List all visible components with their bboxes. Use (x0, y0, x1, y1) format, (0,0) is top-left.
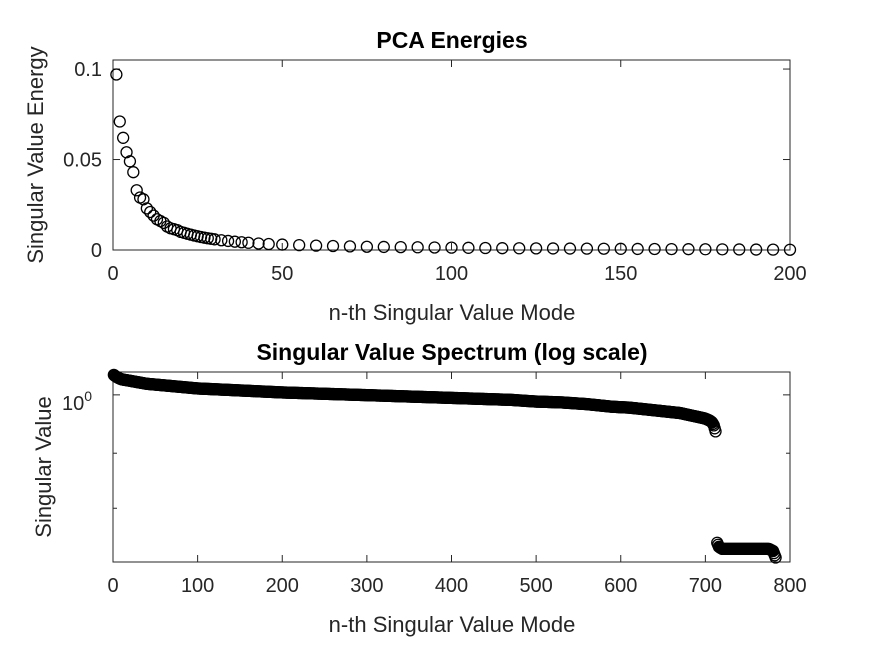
data-point (708, 422, 721, 435)
x-tick-label: 100 (435, 263, 468, 285)
y-tick-label: 0.1 (74, 59, 102, 81)
data-point (479, 241, 492, 255)
x-tick-label: 700 (689, 575, 722, 597)
data-point (140, 202, 154, 215)
data-point (699, 243, 712, 256)
data-point (276, 238, 289, 251)
data-point (309, 239, 323, 252)
data-point (445, 241, 458, 254)
chart-title: PCA Energies (376, 27, 527, 53)
data-point (766, 243, 780, 256)
data-point (529, 242, 543, 255)
data-point (513, 242, 526, 255)
y-axis: 100 (62, 388, 790, 509)
x-tick-label: 0 (107, 263, 118, 285)
data-point (326, 239, 340, 253)
x-axis-label: n-th Singular Value Mode (329, 300, 576, 325)
data-point (411, 241, 424, 254)
data-point (783, 243, 797, 256)
x-tick-label: 150 (604, 263, 637, 285)
data-point (648, 242, 661, 256)
data-point (563, 242, 577, 255)
data-point (614, 242, 627, 255)
x-tick-label: 400 (435, 575, 468, 597)
y-axis-label: Singular Value (31, 396, 56, 537)
data-point (130, 184, 143, 197)
data-point (252, 237, 265, 250)
data-point (242, 236, 255, 249)
data-series (110, 68, 797, 256)
data-point (235, 236, 248, 249)
data-point (221, 234, 235, 248)
y-axis-label: Singular Value Energy (23, 46, 48, 263)
data-series (107, 368, 782, 564)
x-tick-label: 300 (350, 575, 383, 597)
y-axis: 0 0.05 0.1 (63, 59, 790, 262)
data-point (394, 240, 407, 254)
data-point (768, 549, 781, 562)
data-point (733, 243, 746, 256)
x-axis: 0 50 100 150 200 (107, 60, 807, 285)
data-point (127, 166, 140, 179)
singular-value-spectrum-chart: Singular Value Spectrum (log scale) 0 100… (31, 339, 807, 637)
data-point (702, 413, 715, 427)
y-tick-label: 0.05 (63, 150, 102, 172)
x-tick-label: 200 (773, 263, 806, 285)
data-point (144, 205, 157, 219)
x-tick-label: 800 (773, 575, 806, 597)
x-tick-label: 50 (271, 263, 293, 285)
data-point (123, 155, 137, 168)
data-point (113, 115, 126, 128)
x-tick-label: 0 (107, 575, 118, 597)
plot-area (112, 59, 791, 251)
data-point (343, 240, 357, 253)
y-tick-label-base: 10 (62, 393, 84, 415)
data-point (228, 235, 242, 248)
data-point (377, 240, 390, 254)
data-point (580, 242, 594, 255)
x-axis-label: n-th Singular Value Mode (329, 612, 576, 637)
data-point (117, 131, 130, 144)
data-point (215, 234, 228, 247)
data-point (293, 238, 306, 252)
data-point (665, 242, 678, 256)
data-point (110, 68, 123, 81)
y-tick-label: 0 (91, 240, 102, 262)
x-axis: 0 100 200 300 400 500 600 700 800 (107, 372, 807, 597)
y-tick-label-exponent: 0 (84, 388, 92, 404)
data-point (360, 240, 374, 253)
x-tick-label: 100 (181, 575, 214, 597)
y-tick-label: 100 (62, 388, 92, 415)
data-point (631, 242, 644, 256)
data-point (716, 243, 729, 256)
data-point (750, 243, 763, 256)
data-point (546, 242, 560, 255)
data-point (682, 243, 695, 256)
chart-title: Singular Value Spectrum (log scale) (256, 339, 647, 365)
data-point (462, 241, 475, 254)
x-tick-label: 500 (519, 575, 552, 597)
x-tick-label: 200 (266, 575, 299, 597)
data-point (597, 242, 610, 255)
data-point (705, 415, 718, 428)
data-point (262, 237, 275, 251)
data-point (496, 242, 509, 255)
pca-energies-chart: PCA Energies 0 50 100 150 200 0 0.05 0.1 n-th … (23, 27, 807, 325)
data-point (428, 241, 441, 254)
data-point (208, 233, 221, 246)
x-tick-label: 600 (604, 575, 637, 597)
